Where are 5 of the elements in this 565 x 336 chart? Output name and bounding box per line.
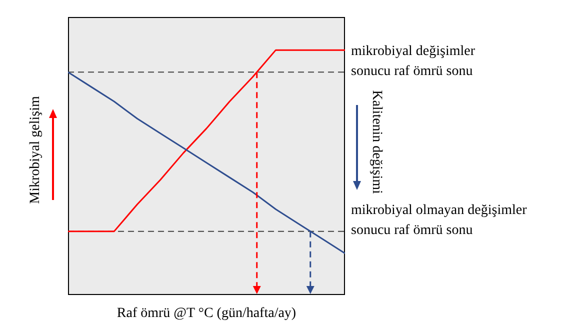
- y2-axis-title: Kalitenin değişimi: [369, 90, 384, 194]
- ref-line-label: mikrobiyal değişimler sonucu raf ömrü sonu: [351, 43, 476, 82]
- y-axis-title: Mikrobiyal gelişim: [28, 95, 44, 206]
- ref-line-label: mikrobiyal olmayan değişimler sonucu raf ömrü sonu: [351, 202, 528, 240]
- x-axis-title: Raf ömrü @T °C (gün/hafta/ay): [116, 306, 298, 322]
